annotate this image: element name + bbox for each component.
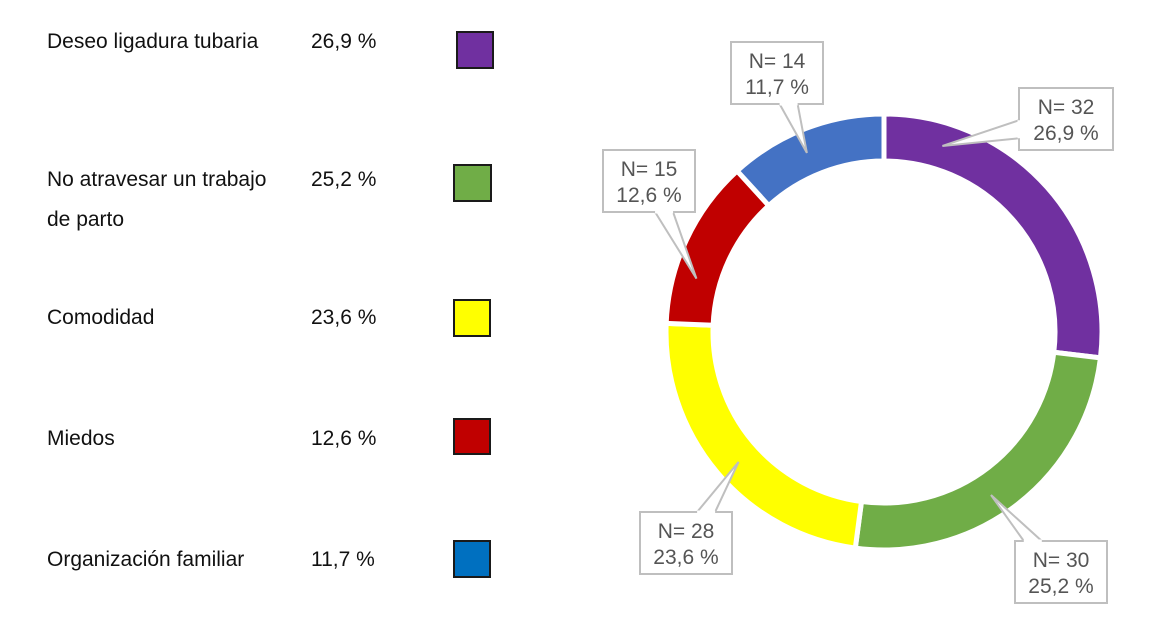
legend-label-no-atravesar-parto: No atravesar un trabajo de parto — [47, 168, 267, 231]
callout-percent-label: 11,7 % — [745, 76, 809, 99]
callout-percent-label: 26,9 % — [1033, 122, 1098, 145]
legend-swatch-deseo-ligadura — [456, 31, 494, 69]
legend-swatch-organizacion-familiar — [453, 540, 491, 578]
callout-box — [639, 511, 733, 575]
callout-n-label: N= 28 — [658, 520, 715, 543]
legend-label-deseo-ligadura: Deseo ligadura tubaria — [47, 30, 259, 53]
legend-percent-miedos: 12,6 % — [311, 427, 377, 450]
legend-percent-deseo-ligadura: 26,9 % — [311, 30, 377, 53]
legend-percent-organizacion-familiar: 11,7 % — [311, 548, 375, 571]
callout-n-label: N= 30 — [1033, 549, 1090, 572]
donut-callouts: N= 32 26,9 % N= 30 25,2 % N= 28 23,6 % N= 15 12… — [602, 41, 1114, 604]
callout-box — [602, 149, 696, 213]
legend-swatch-miedos — [453, 418, 491, 455]
callout-miedos: N= 15 12,6 % — [602, 149, 698, 280]
callout-n-label: N= 14 — [749, 50, 806, 73]
donut-slices — [663, 111, 1105, 553]
callout-deseo-ligadura-tubaria: N= 32 26,9 % — [942, 87, 1114, 151]
legend-label-miedos: Miedos — [47, 427, 115, 450]
callout-no-atravesar-un-trabajo-de-parto: N= 30 25,2 % — [990, 494, 1108, 604]
legend-swatch-no-atravesar-parto — [453, 164, 492, 202]
donut-slice-organizacion-familiar — [733, 111, 887, 210]
callout-box — [1014, 540, 1108, 604]
callout-box — [730, 41, 824, 105]
callout-percent-label: 25,2 % — [1028, 575, 1093, 598]
donut-slice-no-atravesar-un-trabajo-de-parto — [852, 349, 1104, 553]
callout-comodidad: N= 28 23,6 % — [639, 461, 740, 575]
callout-n-label: N= 15 — [621, 158, 678, 181]
legend-percent-comodidad: 23,6 % — [311, 306, 377, 329]
callout-organizacion-familiar: N= 14 11,7 % — [730, 41, 824, 154]
callout-n-label: N= 32 — [1038, 96, 1095, 119]
legend-label-organizacion-familiar: Organización familiar — [47, 548, 245, 571]
legend-label-comodidad: Comodidad — [47, 306, 155, 329]
callout-box — [1018, 87, 1114, 151]
callout-percent-label: 23,6 % — [653, 546, 718, 569]
legend-swatch-comodidad — [453, 299, 491, 337]
callout-percent-label: 12,6 % — [616, 184, 681, 207]
legend-percent-no-atravesar-parto: 25,2 % — [311, 168, 377, 191]
